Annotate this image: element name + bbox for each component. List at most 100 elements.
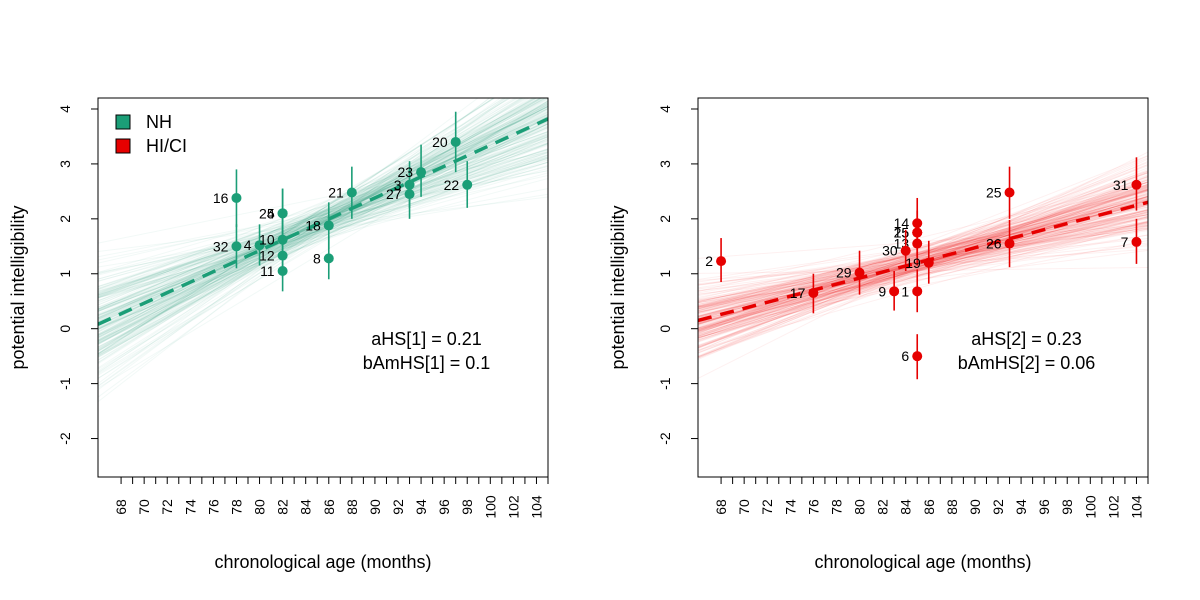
posterior-line [98,98,527,346]
point-label: 16 [213,190,229,206]
posterior-line [98,148,548,293]
posterior-line [698,167,1148,351]
point-label: 23 [397,164,413,180]
posterior-line [698,197,1148,318]
posterior-line [98,161,548,299]
posterior-line [98,114,548,298]
posterior-line [698,199,1148,314]
data-point: 30 [882,229,911,272]
point-marker [416,167,427,178]
posterior-line [698,188,1148,331]
data-point: 17 [790,273,819,314]
posterior-line [98,116,548,356]
posterior-line [98,101,548,343]
x-tick-label: 96 [436,499,452,515]
posterior-line [98,111,548,324]
posterior-line [698,188,1148,331]
y-tick-label: 3 [57,160,73,168]
posterior-line [698,208,1148,341]
point-label: 8 [313,250,321,266]
posterior-line [98,98,524,341]
x-tick-label: 88 [944,499,960,515]
posterior-line [698,155,1148,352]
posterior-line [98,123,548,319]
data-point: 18 [305,202,334,250]
posterior-line [698,192,1148,346]
posterior-line [98,102,548,355]
data-point: 21 [328,166,357,219]
posterior-line [98,100,548,370]
posterior-line [98,123,548,345]
posterior-line [98,131,548,295]
x-tick-label: 94 [1013,499,1029,515]
legend-swatch [115,138,131,154]
posterior-line [698,188,1148,321]
posterior-line [98,117,548,321]
posterior-line [98,118,548,306]
y-tick-label: 2 [57,215,73,223]
posterior-line [698,171,1148,334]
posterior-line [98,125,548,299]
point-marker [462,179,473,190]
posterior-line [98,136,548,287]
posterior-line [698,228,1148,307]
point-label: 19 [905,255,921,271]
data-point: 6 [901,334,923,380]
posterior-line [698,222,1148,309]
x-tick-label: 78 [228,499,244,515]
posterior-line [98,106,548,330]
posterior-line [698,225,1148,333]
posterior-line [98,98,543,355]
posterior-line [698,188,1148,342]
posterior-line [698,213,1148,280]
data-point: 20 [432,111,461,173]
legend-label: HI/CI [146,136,187,156]
posterior-line [698,198,1148,339]
posterior-line [698,223,1148,351]
x-tick-label: 92 [390,499,406,515]
posterior-line [98,156,548,275]
x-axis-title: chronological age (months) [214,552,431,572]
x-tick-label: 100 [482,495,498,519]
posterior-line [698,196,1148,308]
point-label: 32 [213,238,229,254]
posterior-line [98,152,548,282]
point-label: 17 [790,285,806,301]
point-marker [323,253,334,264]
posterior-line [98,98,546,343]
posterior-line [698,220,1148,310]
legend-label: NH [146,112,172,132]
x-tick-label: 104 [528,495,544,519]
posterior-line [698,227,1148,292]
x-tick-label: 98 [459,499,475,515]
posterior-line [698,214,1148,283]
posterior-line [698,248,1148,281]
posterior-line [698,209,1148,329]
point-label: 22 [444,177,460,193]
posterior-line [698,162,1148,333]
point-label: 2 [705,253,713,269]
posterior-line [98,142,548,294]
posterior-line [698,220,1148,338]
point-label: 21 [328,184,344,200]
posterior-line [698,187,1148,307]
posterior-line [698,212,1148,329]
posterior-line [698,222,1148,327]
posterior-line [98,108,548,331]
point-marker [277,208,288,219]
posterior-line [98,138,548,341]
posterior-line [698,212,1148,324]
posterior-line [98,133,548,330]
posterior-line [98,98,541,345]
data-point: 29 [836,250,865,295]
posterior-line [698,170,1148,360]
posterior-line [698,210,1148,308]
x-tick-label: 92 [990,499,1006,515]
posterior-line [98,104,548,309]
posterior-line [698,198,1148,307]
point-label: 12 [259,248,275,264]
posterior-line [698,240,1148,330]
posterior-line [98,108,548,302]
posterior-line [98,155,548,291]
posterior-line [98,98,548,328]
